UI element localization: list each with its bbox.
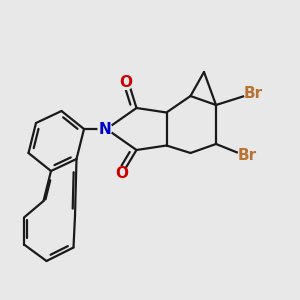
Circle shape	[119, 76, 133, 89]
Text: Br: Br	[237, 148, 256, 164]
Text: O: O	[119, 75, 133, 90]
Text: Br: Br	[244, 86, 263, 101]
Circle shape	[98, 122, 112, 136]
Text: N: N	[99, 122, 111, 136]
Circle shape	[244, 85, 262, 103]
Circle shape	[238, 147, 256, 165]
Circle shape	[115, 167, 128, 181]
Text: O: O	[115, 167, 128, 182]
